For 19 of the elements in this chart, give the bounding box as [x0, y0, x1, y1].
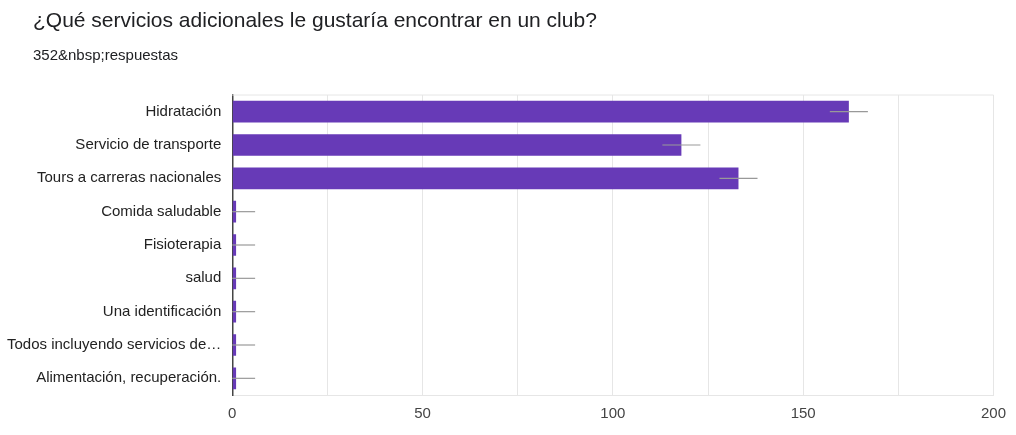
text: 352&nbsp;respuestas	[33, 46, 179, 63]
bar	[232, 100, 849, 123]
y-tick-label: Hidratación	[145, 101, 222, 119]
y-tick-label: Comida saludable	[101, 201, 222, 219]
chart-title: ¿Qué servicios adicionales le gustaría encontrar en un club?	[33, 8, 597, 32]
x-tick-label: 200	[980, 404, 1006, 422]
x-tick-label: 50	[414, 404, 431, 422]
y-tick-label: Alimentación, recuperación.	[36, 368, 222, 386]
y-tick-label: Todos incluyendo servicios de…	[7, 335, 222, 353]
x-tick-label: 100	[600, 404, 626, 422]
y-tick-label: Una identificación	[102, 301, 222, 319]
bar	[232, 134, 682, 156]
y-tick-label: Fisioterapia	[143, 235, 222, 253]
y-tick-label: Tours a carreras nacionales	[37, 168, 222, 186]
x-tick-label: 0	[228, 404, 237, 422]
bar	[232, 167, 739, 190]
x-tick-label: 150	[790, 404, 816, 422]
y-tick-label: Servicio de transporte	[75, 135, 222, 153]
y-tick-label: salud	[185, 268, 222, 286]
